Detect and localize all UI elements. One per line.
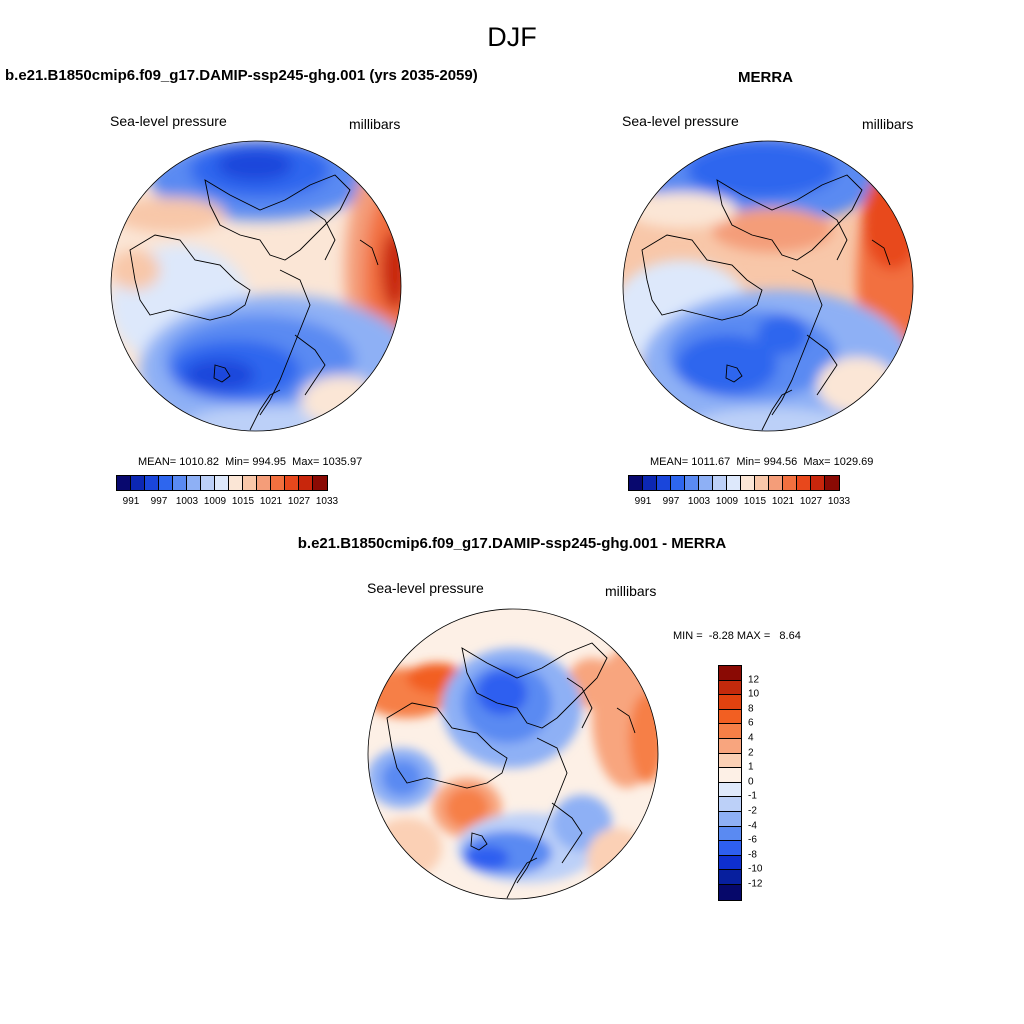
panel-diff-units: millibars — [605, 583, 657, 599]
colorbar-tick-label: 1015 — [231, 496, 255, 507]
colorbar-tick-label: 1003 — [175, 496, 199, 507]
colorbar-swatch — [741, 476, 755, 490]
colorbar-swatch — [699, 476, 713, 490]
colorbar-swatch — [719, 811, 741, 827]
colorbar-swatch — [117, 476, 131, 490]
panel-obs-colorbar — [628, 475, 840, 491]
colorbar-swatch — [271, 476, 285, 490]
colorbar-tick-label: 1009 — [715, 496, 739, 507]
colorbar-swatch — [797, 476, 811, 490]
figure-title: DJF — [487, 22, 537, 52]
colorbar-swatch — [811, 476, 825, 490]
colorbar-swatch — [719, 695, 741, 710]
colorbar-tick-label: 1015 — [743, 496, 767, 507]
colorbar-tick-label: -8 — [748, 849, 757, 861]
colorbar-tick-label: -2 — [748, 805, 757, 817]
colorbar-swatch — [159, 476, 173, 490]
panel-obs-variable: Sea-level pressure — [622, 113, 739, 129]
colorbar-swatch — [783, 476, 797, 490]
colorbar-swatch — [257, 476, 271, 490]
colorbar-tick-label: -4 — [748, 820, 757, 832]
colorbar-swatch — [719, 753, 741, 769]
colorbar-swatch — [713, 476, 727, 490]
colorbar-tick-label: -6 — [748, 834, 757, 846]
colorbar-swatch — [825, 476, 839, 490]
colorbar-tick-label: 991 — [122, 496, 140, 507]
colorbar-swatch — [719, 666, 741, 681]
colorbar-swatch — [299, 476, 313, 490]
colorbar-swatch — [229, 476, 243, 490]
colorbar-tick-label: 1033 — [315, 496, 339, 507]
colorbar-tick-label: 1009 — [203, 496, 227, 507]
colorbar-tick-label: 1033 — [827, 496, 851, 507]
colorbar-swatch — [313, 476, 327, 490]
colorbar-swatch — [131, 476, 145, 490]
panel-obs-title: MERRA — [738, 69, 793, 86]
colorbar-swatch — [719, 826, 741, 842]
panel-model-title: b.e21.B1850cmip6.f09_g17.DAMIP-ssp245-gh… — [5, 67, 478, 84]
colorbar-swatch — [769, 476, 783, 490]
colorbar-swatch — [755, 476, 769, 490]
colorbar-swatch — [719, 870, 741, 885]
colorbar-swatch — [685, 476, 699, 490]
colorbar-swatch — [145, 476, 159, 490]
colorbar-tick-label: 1021 — [771, 496, 795, 507]
colorbar-swatch — [727, 476, 741, 490]
colorbar-tick-label: 12 — [748, 674, 760, 686]
colorbar-tick-label: 997 — [662, 496, 680, 507]
colorbar-swatch — [201, 476, 215, 490]
model-slp-polar-map — [110, 140, 402, 432]
colorbar-tick-label: 4 — [748, 732, 754, 744]
panel-obs-stats: MEAN= 1011.67 Min= 994.56 Max= 1029.69 — [650, 456, 874, 468]
colorbar-tick-label: -12 — [748, 878, 763, 890]
merra-slp-polar-map — [622, 140, 914, 432]
colorbar-tick-label: 6 — [748, 717, 754, 729]
colorbar-tick-label: 2 — [748, 747, 754, 759]
panel-diff-colorbar — [718, 665, 742, 901]
colorbar-swatch — [719, 709, 741, 725]
colorbar-swatch — [629, 476, 643, 490]
colorbar-swatch — [671, 476, 685, 490]
colorbar-swatch — [285, 476, 299, 490]
colorbar-tick-label: 1 — [748, 761, 754, 773]
colorbar-tick-label: 1027 — [799, 496, 823, 507]
panel-model-units: millibars — [349, 116, 401, 132]
colorbar-tick-label: 1027 — [287, 496, 311, 507]
colorbar-swatch — [187, 476, 201, 490]
panel-model-colorbar — [116, 475, 328, 491]
colorbar-tick-label: 1021 — [259, 496, 283, 507]
panel-model-stats: MEAN= 1010.82 Min= 994.95 Max= 1035.97 — [138, 456, 363, 468]
colorbar-swatch — [719, 782, 741, 798]
colorbar-swatch — [215, 476, 229, 490]
colorbar-tick-label: 997 — [150, 496, 168, 507]
colorbar-swatch — [719, 797, 741, 812]
colorbar-swatch — [643, 476, 657, 490]
panel-model-variable: Sea-level pressure — [110, 113, 227, 129]
colorbar-swatch — [657, 476, 671, 490]
colorbar-tick-label: 1003 — [687, 496, 711, 507]
colorbar-swatch — [173, 476, 187, 490]
colorbar-swatch — [719, 884, 741, 900]
panel-diff-stats: MIN = -8.28 MAX = 8.64 — [673, 630, 801, 642]
colorbar-tick-label: 8 — [748, 703, 754, 715]
colorbar-swatch — [719, 855, 741, 871]
colorbar-swatch — [719, 680, 741, 696]
colorbar-swatch — [719, 738, 741, 754]
colorbar-tick-label: -1 — [748, 790, 757, 802]
panel-diff-variable: Sea-level pressure — [367, 580, 484, 596]
colorbar-swatch — [719, 768, 741, 783]
colorbar-tick-label: 991 — [634, 496, 652, 507]
colorbar-tick-label: 0 — [748, 776, 754, 788]
colorbar-tick-label: 10 — [748, 688, 760, 700]
difference-slp-polar-map — [367, 608, 659, 900]
colorbar-swatch — [719, 724, 741, 739]
colorbar-swatch — [719, 841, 741, 856]
panel-obs-units: millibars — [862, 116, 914, 132]
panel-diff-title: b.e21.B1850cmip6.f09_g17.DAMIP-ssp245-gh… — [297, 535, 727, 552]
colorbar-swatch — [243, 476, 257, 490]
colorbar-tick-label: -10 — [748, 863, 763, 875]
